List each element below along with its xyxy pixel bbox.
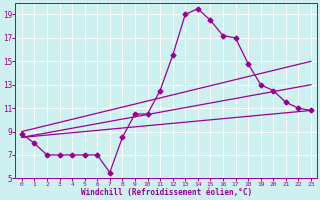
X-axis label: Windchill (Refroidissement éolien,°C): Windchill (Refroidissement éolien,°C) (81, 188, 252, 197)
